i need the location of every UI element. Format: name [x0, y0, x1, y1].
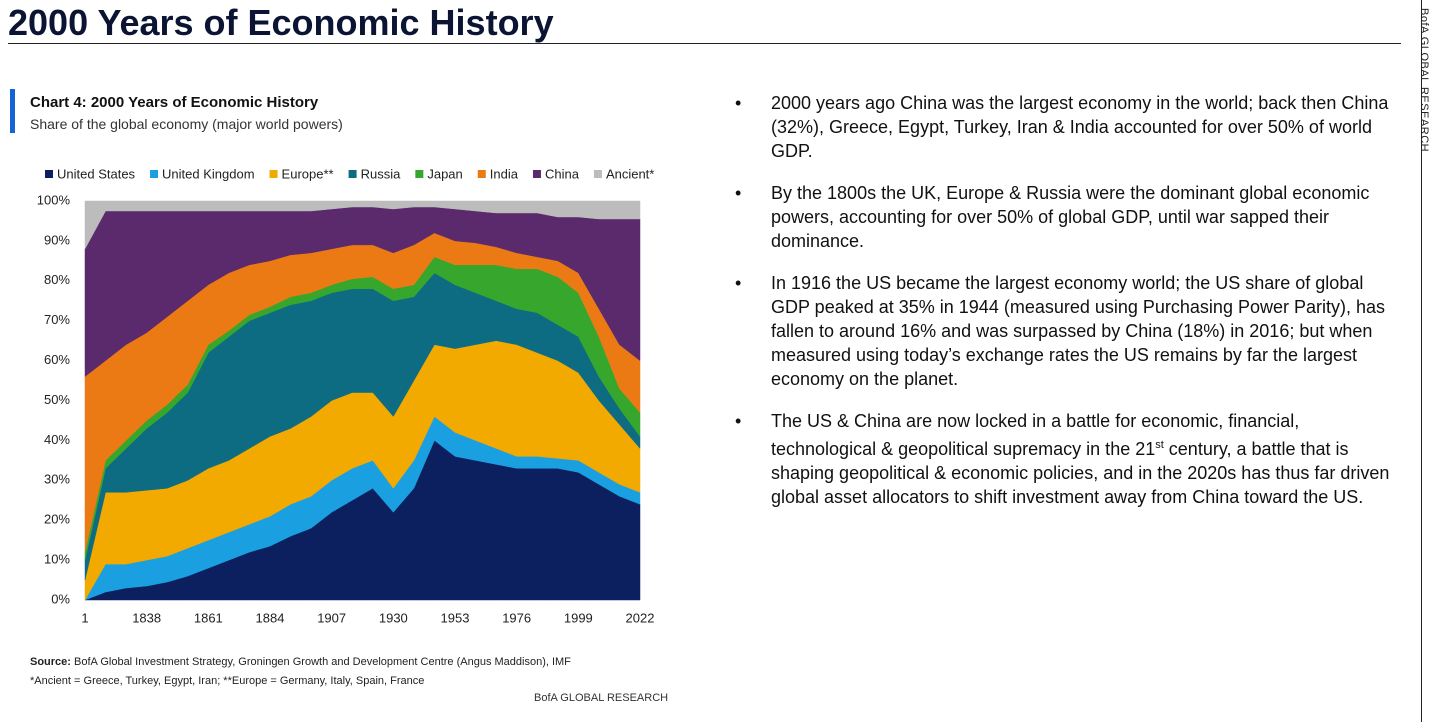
x-tick-label: 1999 [564, 610, 593, 625]
x-tick-label: 1930 [379, 610, 408, 625]
y-tick-label: 0% [51, 591, 70, 606]
side-rule [1421, 0, 1422, 722]
chart: 0% 10% 20% 30% 40% 50% 60% 70% 80% 90% 100% 1 1838 18… [37, 166, 655, 625]
x-tick-label: 1861 [194, 610, 223, 625]
legend-swatch [593, 170, 602, 178]
chart-accent [10, 89, 15, 133]
x-tick-label: 1907 [317, 610, 346, 625]
bullet-text: st [1155, 439, 1164, 451]
legend-swatch [45, 170, 53, 178]
y-tick-label: 30% [44, 472, 70, 487]
y-tick-label: 10% [44, 552, 70, 567]
brand: BofA GLOBAL RESEARCH [534, 692, 669, 704]
legend-label: Europe** [282, 166, 334, 181]
y-tick-label: 90% [44, 232, 70, 247]
legend-swatch [532, 170, 541, 178]
legend-label: United Kingdom [162, 166, 255, 181]
y-tick-label: 40% [44, 432, 70, 447]
x-tick-label: 1 [81, 610, 88, 625]
x-tick-label: 2022 [626, 610, 655, 625]
legend-label: Japan [427, 166, 462, 181]
source-label: Source: [30, 656, 71, 668]
y-tick-label: 50% [44, 392, 70, 407]
source-text: BofA Global Investment Strategy, Groning… [74, 656, 571, 668]
bullet: In 1916 the US became the largest econom… [735, 271, 1395, 391]
bullet-text: century, a battle that is shaping geopol… [771, 439, 1390, 507]
legend-label: Ancient* [606, 166, 654, 181]
bullet: By the 1800s the UK, Europe & Russia wer… [735, 181, 1395, 253]
legend-label: Russia [361, 166, 402, 181]
chart-title: Chart 4: 2000 Years of Economic History [30, 94, 319, 111]
y-tick-label: 80% [44, 272, 70, 287]
bullet-text: By the 1800s the UK, Europe & Russia wer… [771, 183, 1370, 251]
bullet: The US & China are now locked in a battl… [735, 409, 1395, 509]
side-label: BofA GLOBAL RESEARCH [1418, 8, 1430, 153]
footnote: *Ancient = Greece, Turkey, Egypt, Iran; … [30, 675, 425, 687]
bullet: 2000 years ago China was the largest eco… [735, 91, 1395, 163]
legend-swatch [269, 170, 278, 178]
area [84, 200, 641, 249]
chart-subtitle: Share of the global economy (major world… [30, 116, 343, 132]
source: Source: BofA Global Investment Strategy,… [30, 656, 571, 668]
bullet-list: 2000 years ago China was the largest eco… [735, 91, 1395, 527]
y-tick-label: 20% [44, 512, 70, 527]
x-tick-label: 1953 [441, 610, 470, 625]
legend-swatch [348, 170, 357, 178]
legend-label: United States [57, 166, 136, 181]
y-tick-label: 60% [44, 352, 70, 367]
y-tick-label: 70% [44, 312, 70, 327]
y-tick-label: 100% [37, 192, 71, 207]
title-rule [8, 43, 1401, 44]
x-tick-label: 1838 [132, 610, 161, 625]
legend-swatch [477, 170, 486, 178]
bullet-text: 2000 years ago China was the largest eco… [771, 93, 1389, 161]
bullet-text: The US & China are now locked in a battl… [771, 411, 1300, 459]
bullet-text: In 1916 the US became the largest econom… [771, 273, 1386, 389]
legend-swatch [150, 170, 159, 178]
x-tick-label: 1884 [256, 610, 285, 625]
legend-swatch [415, 170, 424, 178]
legend-label: China [545, 166, 580, 181]
page-title: 2000 Years of Economic History [8, 2, 554, 43]
x-tick-label: 1976 [502, 610, 531, 625]
legend-label: India [490, 166, 519, 181]
